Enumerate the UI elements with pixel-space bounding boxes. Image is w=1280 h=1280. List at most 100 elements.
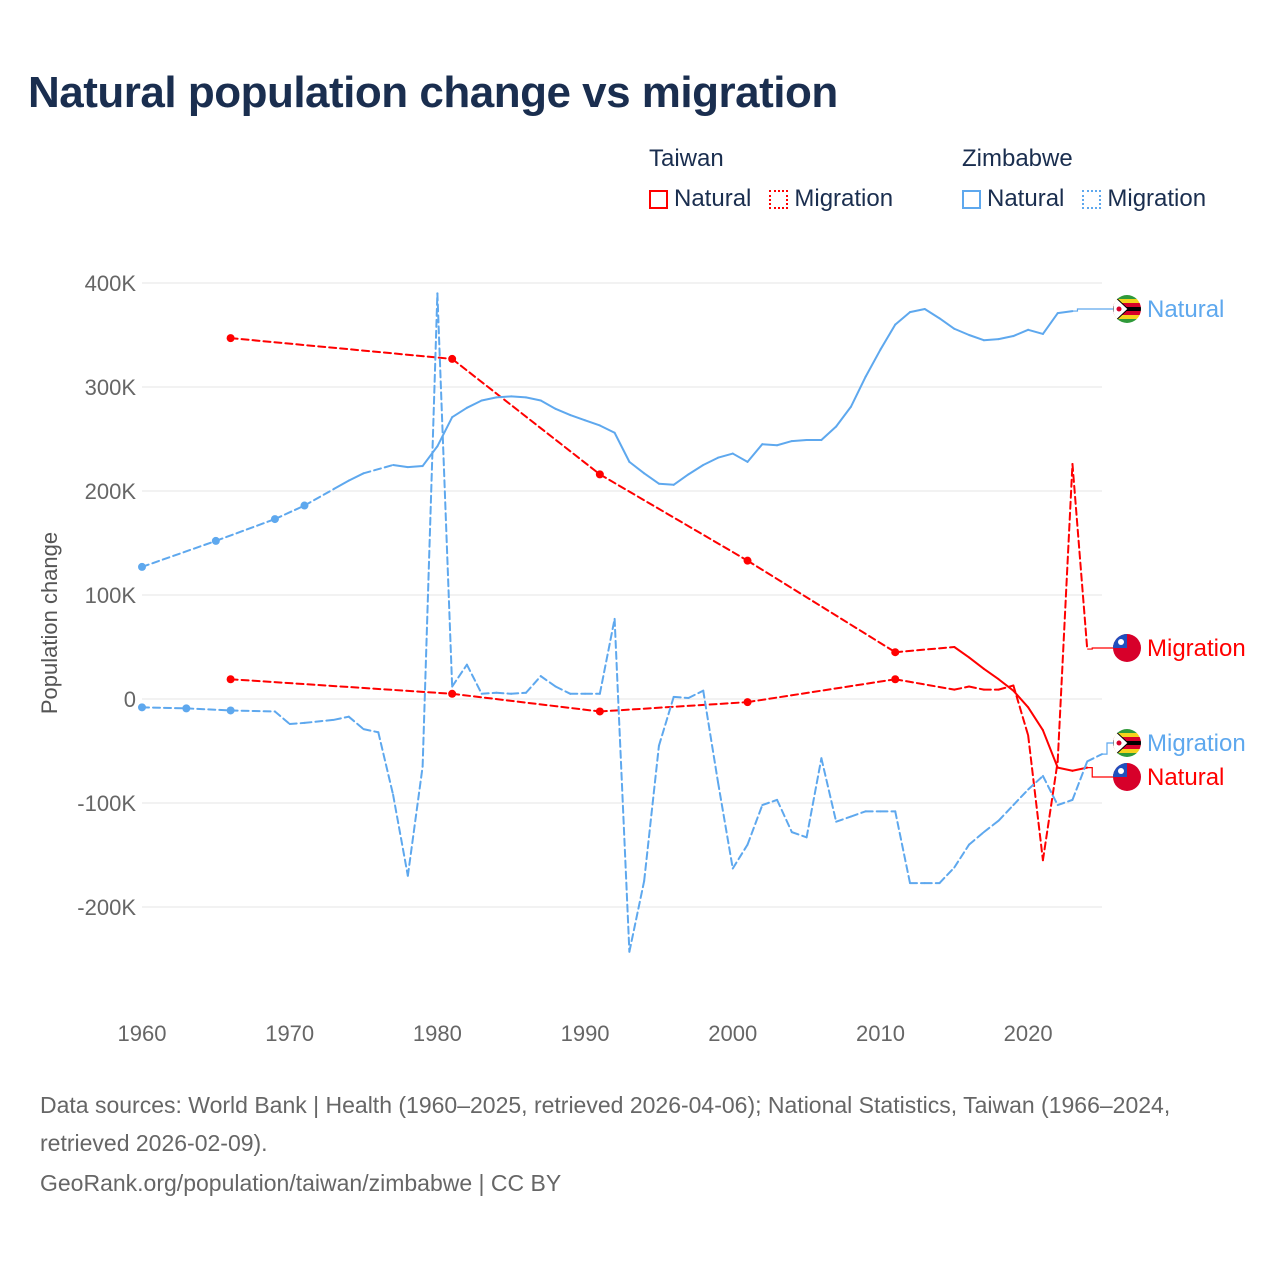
zimbabwe-migration-segment [717, 781, 734, 870]
zimbabwe-migration-segment [539, 675, 557, 688]
zimbabwe-natural-segment [790, 439, 808, 443]
zimbabwe-natural-segment [1056, 310, 1074, 315]
zimbabwe-migration-segment [554, 685, 572, 695]
x-tick-label: 2010 [856, 1021, 905, 1046]
zimbabwe-migration-segment [510, 691, 527, 695]
zimbabwe-migration-segment [643, 744, 660, 882]
zimbabwe-natural-segment [731, 452, 749, 463]
y-tick-label: -100K [77, 791, 136, 816]
zimbabwe-natural-segment [894, 311, 911, 326]
zimbabwe-migration-segment [1012, 788, 1030, 807]
zimbabwe-natural-point [211, 536, 220, 545]
y-tick-label: 100K [85, 583, 137, 608]
zimbabwe-natural-segment [273, 504, 306, 521]
zimbabwe-migration-segment [303, 718, 335, 724]
zimbabwe-migration-segment [1056, 798, 1074, 807]
zimbabwe-natural-point [300, 501, 309, 510]
zimbabwe-natural-segment [347, 472, 365, 482]
legend-label: Natural [674, 185, 752, 212]
taiwan-migration-point [595, 707, 604, 716]
zimbabwe-migration-segment [1086, 753, 1103, 763]
zimbabwe-migration-segment [628, 880, 646, 953]
zimbabwe-migration-segment [362, 728, 380, 734]
zimbabwe-natural-segment [923, 308, 941, 320]
zimbabwe-migration-segment [790, 831, 808, 839]
taiwan-natural-segment [997, 678, 1015, 692]
zimbabwe-migration-segment [672, 695, 690, 699]
legend-item-taiwan-migration[interactable]: Migration [769, 185, 893, 213]
taiwan-natural-segment [451, 357, 601, 476]
zimbabwe-natural-segment [982, 338, 1000, 342]
zimbabwe-natural-point [270, 515, 279, 524]
x-tick-label: 2000 [708, 1021, 757, 1046]
zimbabwe-natural-segment [510, 395, 527, 399]
zimbabwe-migration-segment [1027, 774, 1044, 791]
zimbabwe-natural-segment [584, 419, 601, 427]
zimbabwe-migration-segment [657, 695, 675, 747]
solid-swatch-icon [962, 189, 981, 209]
legend-item-taiwan-natural[interactable]: Natural [649, 185, 751, 213]
y-tick-label: 300K [85, 375, 137, 400]
taiwan-migration-segment [1071, 462, 1089, 651]
zimbabwe-natural-segment [569, 414, 587, 422]
zimbabwe-natural-segment [362, 464, 395, 475]
zimbabwe-natural-segment [1027, 328, 1044, 335]
zimbabwe-natural-segment [953, 327, 971, 336]
taiwan-migration-segment [451, 692, 601, 713]
zimbabwe-migration-segment [820, 757, 838, 823]
zimbabwe-migration-segment [731, 843, 749, 870]
y-tick-label: -200K [77, 895, 136, 920]
taiwan-migration-end-label: Migration [1147, 635, 1246, 662]
zimbabwe-migration-segment [968, 831, 985, 846]
taiwan-migration-segment [953, 685, 971, 691]
zimbabwe-natural-segment [303, 487, 335, 507]
zimbabwe-natural-segment [1012, 328, 1030, 338]
zimbabwe-migration-segment [480, 691, 498, 695]
zimbabwe-migration-segment [702, 689, 719, 784]
y-tick-label: 200K [85, 479, 137, 504]
zimbabwe-natural-segment [879, 323, 897, 351]
taiwan-natural-point [595, 470, 604, 479]
taiwan-natural-segment [598, 473, 749, 562]
zimbabwe-natural-segment [820, 425, 838, 442]
y-tick-label: 400K [85, 271, 137, 296]
x-tick-label: 2020 [1004, 1021, 1053, 1046]
dotted-swatch-icon [769, 189, 789, 209]
zimbabwe-migration-segment [953, 843, 971, 869]
taiwan-flag-sun [1118, 639, 1124, 645]
zimbabwe-natural-segment [451, 406, 468, 419]
zimbabwe-natural-segment [997, 335, 1015, 341]
legend-item-zimbabwe-migration[interactable]: Migration [1082, 185, 1206, 213]
taiwan-natural-segment [1012, 689, 1030, 709]
zimbabwe-natural-segment [554, 407, 572, 417]
zimbabwe-natural-segment [849, 375, 867, 408]
credit-link[interactable]: GeoRank.org/population/taiwan/zimbabwe |… [40, 1170, 562, 1196]
x-tick-label: 1970 [265, 1021, 314, 1046]
zimbabwe-natural-segment [333, 479, 350, 490]
taiwan-migration-segment [1027, 734, 1044, 862]
zimbabwe-natural-segment [421, 445, 439, 468]
zimbabwe-natural-segment [598, 424, 616, 434]
x-tick-label: 1960 [118, 1021, 167, 1046]
zimbabwe-migration-segment [525, 675, 542, 694]
zimbabwe-natural-segment [214, 518, 276, 542]
taiwan-migration-segment [1041, 760, 1059, 862]
page-title: Natural population change vs migration [28, 68, 838, 117]
legend-item-zimbabwe-natural[interactable]: Natural [962, 185, 1064, 213]
taiwan-migration-point [891, 675, 900, 684]
taiwan-migration-segment [968, 685, 985, 691]
zimbabwe-flag-icon [1113, 295, 1141, 323]
taiwan-natural-point [448, 354, 457, 363]
zimbabwe-natural-segment [392, 464, 409, 469]
taiwan-natural-point [743, 556, 752, 565]
zimbabwe-migration-segment [761, 798, 779, 807]
zimbabwe-migration-segment [805, 757, 823, 839]
zimbabwe-natural-segment [1041, 312, 1059, 335]
zimbabwe-migration-segment [894, 810, 911, 885]
zimbabwe-natural-segment [643, 472, 660, 485]
taiwan-natural-end-label: Natural [1147, 764, 1224, 791]
zimbabwe-migration-segment [997, 804, 1015, 822]
solid-swatch-icon [649, 189, 668, 209]
taiwan-natural-segment [1041, 729, 1059, 769]
